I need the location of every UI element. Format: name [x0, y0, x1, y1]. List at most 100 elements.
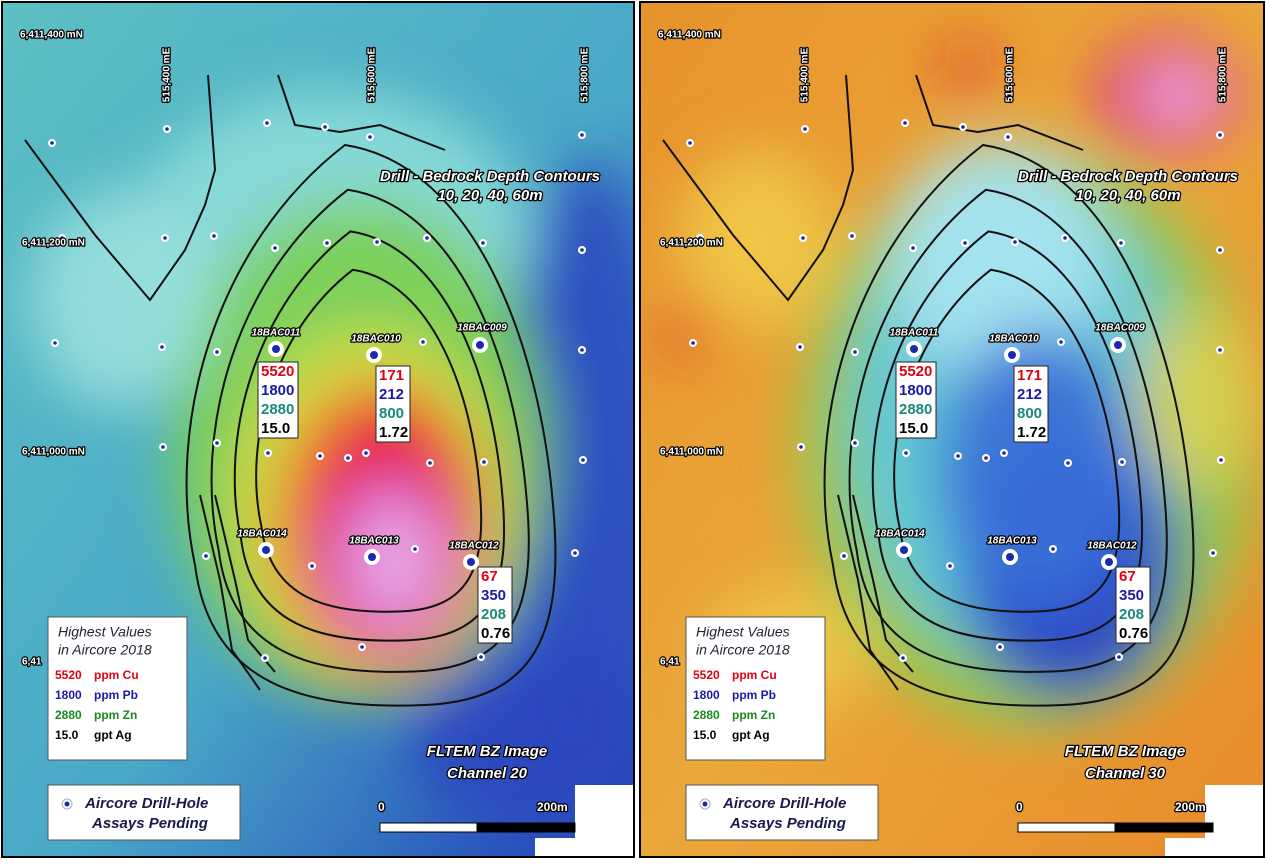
scale-start: 0 [378, 800, 385, 814]
image-channel: Channel 20 [447, 765, 528, 782]
assay-value: 208 [1119, 606, 1144, 623]
hole-label: 18BAC012 [449, 541, 499, 552]
drill-hole-core [273, 246, 277, 250]
image-channel: Channel 30 [1085, 765, 1166, 782]
drill-hole-core [961, 125, 965, 129]
hole-label: 18BAC009 [457, 323, 507, 334]
northing-label: 6,41 [22, 657, 42, 668]
drill-hole-core [1063, 236, 1067, 240]
assay-value: 15.0 [261, 420, 290, 437]
drill-hole-core [580, 348, 584, 352]
anomaly [1138, 65, 1218, 125]
easting-label: 515,800 mE [580, 47, 591, 102]
drill-hole-core [948, 564, 952, 568]
image-title: FLTEM BZ Image [1065, 743, 1186, 760]
hole-label: 18BAC010 [351, 334, 401, 345]
drill-hole-core [798, 345, 802, 349]
drill-hole-core [375, 240, 379, 244]
drill-hole-core [318, 454, 322, 458]
assay-value: 2880 [261, 401, 294, 418]
scale-bar-black [1115, 823, 1213, 832]
drill-hole-core [160, 345, 164, 349]
drill-hole-core [413, 547, 417, 551]
drill-hole-core [1117, 655, 1121, 659]
hole-label: 18BAC013 [349, 536, 399, 547]
drill-hole-core [853, 350, 857, 354]
scale-end: 200m [537, 800, 568, 814]
assay-value: 800 [379, 405, 404, 422]
anomaly [1138, 310, 1258, 490]
assayed-hole-core [476, 341, 484, 349]
easting-label: 515,400 mE [162, 47, 173, 102]
contour-levels: 10, 20, 40, 60m [437, 187, 542, 204]
northing-label: 6,411,400 mN [20, 30, 83, 41]
drill-hole-core [346, 456, 350, 460]
drill-hole-core [212, 234, 216, 238]
drill-hole-core [799, 445, 803, 449]
drill-hole-core [482, 460, 486, 464]
legend-title: in Aircore 2018 [696, 642, 790, 658]
assayed-hole-core [900, 546, 908, 554]
scale-bar-white [380, 823, 477, 832]
drill-hole-core [481, 241, 485, 245]
drill-hole-core [853, 441, 857, 445]
assay-value: 350 [1119, 587, 1144, 604]
assay-value: 350 [481, 587, 506, 604]
northing-label: 6,411,400 mN [658, 30, 721, 41]
drill-hole-core [263, 656, 267, 660]
drill-hole-core [801, 236, 805, 240]
hole-label: 18BAC013 [987, 536, 1037, 547]
drill-hole-core [163, 236, 167, 240]
easting-label: 515,400 mE [800, 47, 811, 102]
assay-value: 212 [1017, 386, 1042, 403]
assay-value: 1800 [261, 382, 294, 399]
anomaly [30, 190, 210, 410]
northing-label: 6,411,000 mN [660, 447, 723, 458]
drill-legend-icon-core [703, 802, 708, 807]
drill-hole-core [161, 445, 165, 449]
drill-hole-core [310, 564, 314, 568]
drill-hole-core [479, 655, 483, 659]
drill-hole-core [215, 441, 219, 445]
hole-label: 18BAC014 [237, 529, 287, 540]
drill-hole-core [266, 451, 270, 455]
assayed-hole-core [1114, 341, 1122, 349]
drill-hole-core [1211, 551, 1215, 555]
drill-hole-core [1066, 461, 1070, 465]
drill-hole-core [904, 451, 908, 455]
drill-hole-core [1219, 458, 1223, 462]
drill-hole-core [984, 456, 988, 460]
drill-hole-core [580, 133, 584, 137]
legend-unit: ppm Cu [94, 668, 139, 682]
drill-hole-core [1119, 241, 1123, 245]
drill-hole-core [323, 125, 327, 129]
easting-label: 515,800 mE [1218, 47, 1229, 102]
assayed-hole-core [370, 351, 378, 359]
assay-value: 1.72 [379, 424, 408, 441]
hole-label: 18BAC010 [989, 334, 1039, 345]
drill-legend-text: Assays Pending [729, 815, 846, 832]
drill-hole-core [1218, 133, 1222, 137]
assay-value: 800 [1017, 405, 1042, 422]
drill-legend-text: Assays Pending [91, 815, 208, 832]
assayed-hole-core [368, 553, 376, 561]
drill-hole-core [850, 234, 854, 238]
map-panel: 18BAC01118BAC01018BAC00918BAC01418BAC013… [640, 2, 1264, 857]
scale-bar-white [1018, 823, 1115, 832]
drill-hole-core [165, 127, 169, 131]
drill-hole-core [50, 141, 54, 145]
legend-unit: ppm Zn [732, 708, 775, 722]
scale-bar-black [477, 823, 575, 832]
drill-hole-core [803, 127, 807, 131]
assay-value: 0.76 [481, 625, 510, 642]
assayed-hole-core [272, 345, 280, 353]
legend-unit: gpt Ag [94, 728, 132, 742]
anomaly [666, 308, 710, 352]
assay-value: 212 [379, 386, 404, 403]
drill-hole-core [691, 341, 695, 345]
drill-hole-core [421, 340, 425, 344]
assay-value: 171 [379, 367, 404, 384]
drill-legend-icon-core [65, 802, 70, 807]
assay-value: 67 [1119, 568, 1136, 585]
drill-hole-core [842, 554, 846, 558]
